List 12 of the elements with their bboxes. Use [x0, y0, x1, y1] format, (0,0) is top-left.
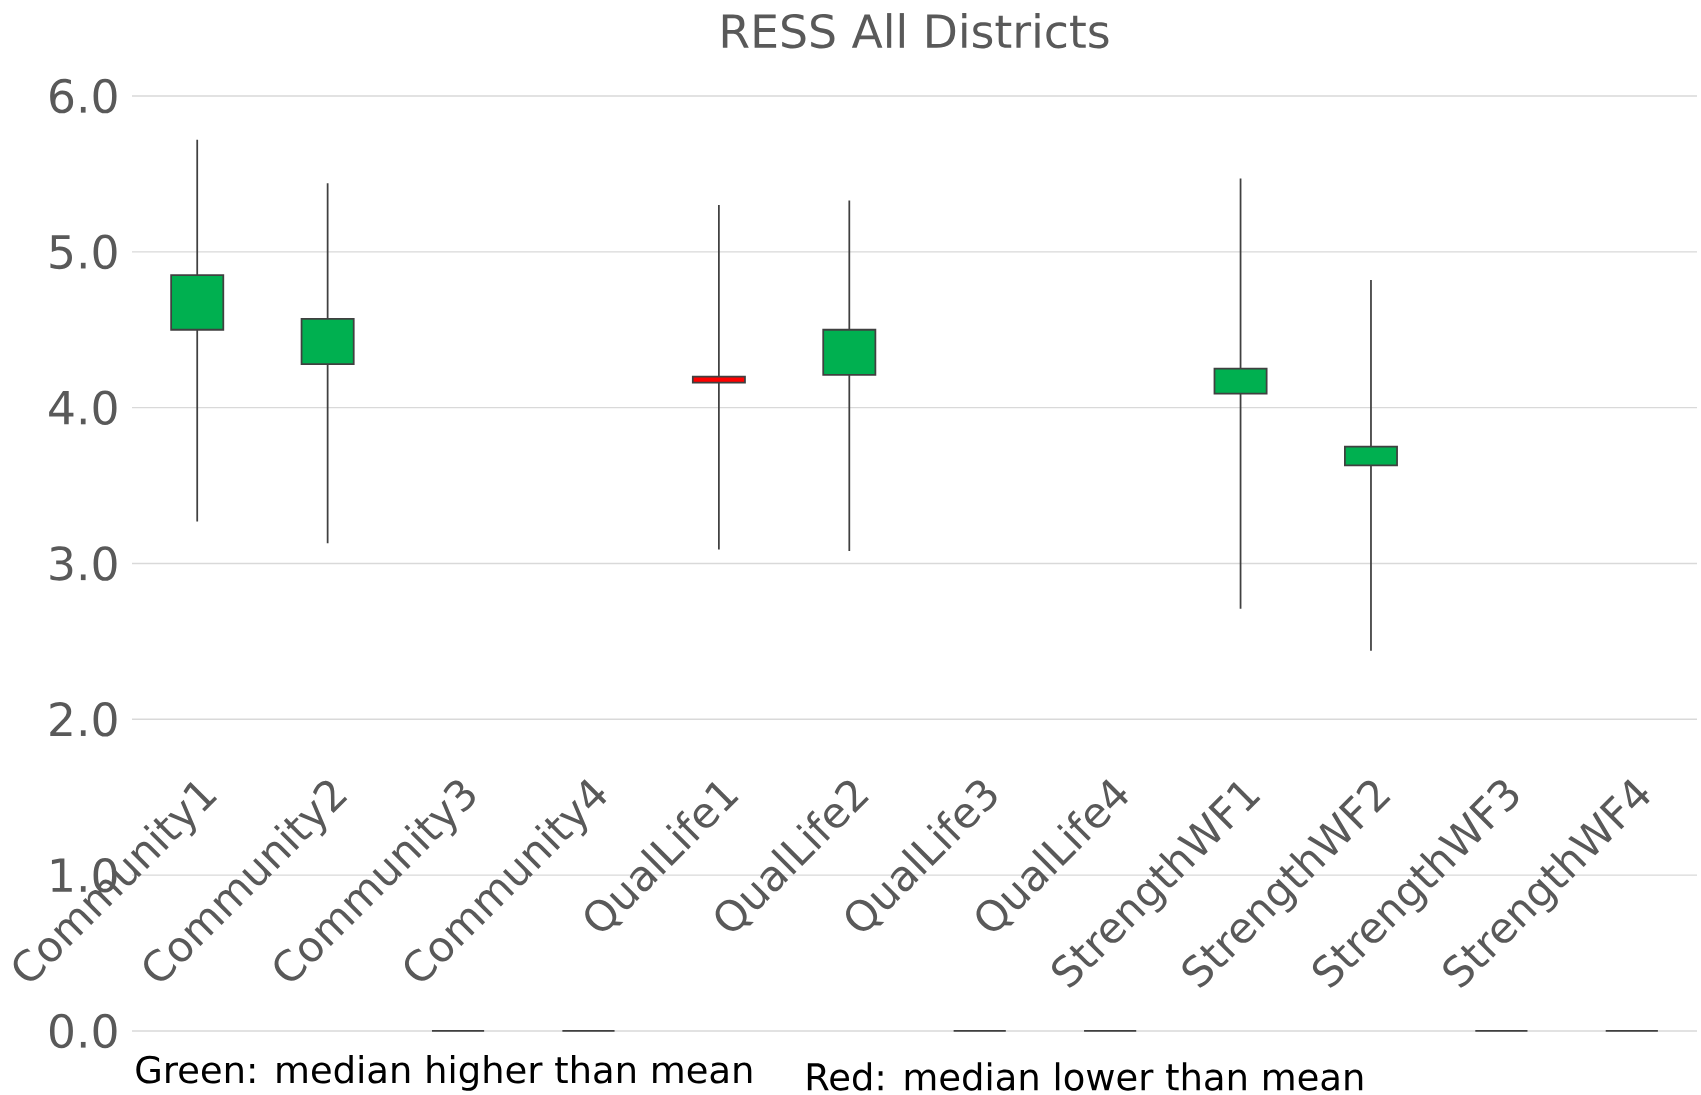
- text: Green: median higher than mean: [136, 1055, 752, 1091]
- candlestick: [691, 204, 746, 551]
- candlestick: [1213, 177, 1268, 610]
- y-tick-label: 6.0: [50, 78, 117, 114]
- y-tick-label: 0.0: [49, 1013, 117, 1049]
- candlestick: [1344, 279, 1398, 652]
- chart-title: RESS All Districts: [722, 13, 1109, 49]
- y-tick-label: 2.0: [50, 702, 117, 737]
- y-tick-label: 5.0: [50, 234, 117, 270]
- text: Red: median lower than mean: [807, 1062, 1363, 1091]
- y-tick-label: 4.0: [49, 390, 117, 425]
- y-tick-label: 3.0: [50, 546, 117, 581]
